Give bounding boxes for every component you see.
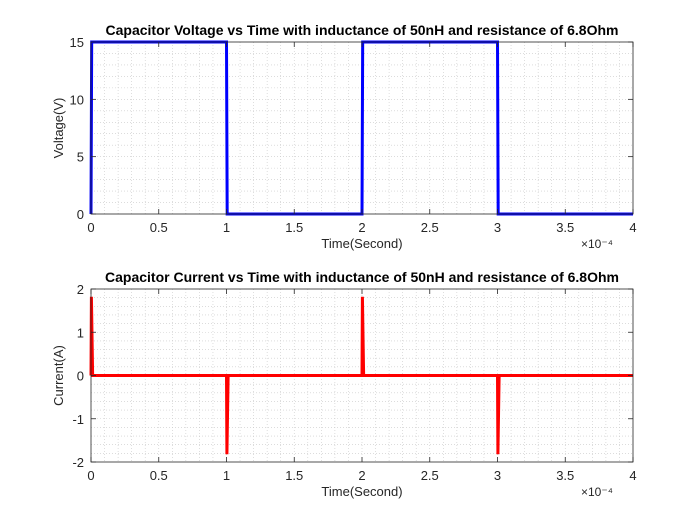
voltage-y-axis-label: Voltage(V) <box>51 98 66 159</box>
voltage-y-tick-label: 5 <box>77 150 84 165</box>
current-x-tick-label: 3 <box>494 468 501 483</box>
current-x-tick-label: 3.5 <box>556 468 574 483</box>
current-x-exponent-label: ×10⁻⁴ <box>581 485 613 499</box>
voltage-x-tick-label: 0.5 <box>150 220 168 235</box>
current-y-tick-label: -1 <box>72 412 84 427</box>
current-x-tick-label: 0 <box>87 468 94 483</box>
voltage-series <box>89 40 633 216</box>
current-x-tick-label: 4 <box>629 468 636 483</box>
voltage-x-tick-label: 3 <box>494 220 501 235</box>
voltage-x-tick-label: 1 <box>223 220 230 235</box>
voltage-x-tick-label: 2 <box>358 220 365 235</box>
current-y-axis-label: Current(A) <box>51 345 66 406</box>
current-y-tick-label: -2 <box>72 455 84 470</box>
voltage-x-tick-label: 4 <box>629 220 636 235</box>
voltage-x-tick-label: 3.5 <box>556 220 574 235</box>
voltage-x-tick-label: 1.5 <box>285 220 303 235</box>
current-x-tick-label: 2 <box>358 468 365 483</box>
current-x-tick-label: 1 <box>223 468 230 483</box>
current-ticks: 0 0.5 1 1.5 2 2.5 3 3.5 4 -2 -1 0 1 2 <box>72 282 636 483</box>
current-x-axis-label: Time(Second) <box>321 484 402 499</box>
current-x-tick-label: 2.5 <box>421 468 439 483</box>
voltage-x-tick-label: 0 <box>87 220 94 235</box>
current-y-tick-label: 0 <box>77 369 84 384</box>
current-x-tick-label: 1.5 <box>285 468 303 483</box>
voltage-y-tick-label: 0 <box>77 207 84 222</box>
voltage-y-tick-label: 10 <box>70 92 84 107</box>
voltage-ticks: 0 0.5 1 1.5 2 2.5 3 3.5 4 0 5 10 15 <box>70 35 637 235</box>
current-chart-title: Capacitor Current vs Time with inductanc… <box>105 269 619 285</box>
voltage-x-tick-label: 2.5 <box>421 220 439 235</box>
voltage-chart-title: Capacitor Voltage vs Time with inductanc… <box>106 22 619 38</box>
voltage-series-line <box>89 40 633 216</box>
voltage-y-tick-label: 15 <box>70 35 84 50</box>
voltage-x-exponent-label: ×10⁻⁴ <box>581 237 613 251</box>
current-y-tick-label: 2 <box>77 282 84 297</box>
voltage-x-axis-label: Time(Second) <box>321 236 402 251</box>
current-y-tick-label: 1 <box>77 325 84 340</box>
current-chart: 0 0.5 1 1.5 2 2.5 3 3.5 4 -2 -1 0 1 2 Capacitor Curre… <box>51 269 637 499</box>
current-x-tick-label: 0.5 <box>150 468 168 483</box>
voltage-chart: 0 0.5 1 1.5 2 2.5 3 3.5 4 0 5 10 15 Capacitor Voltag… <box>51 22 637 251</box>
